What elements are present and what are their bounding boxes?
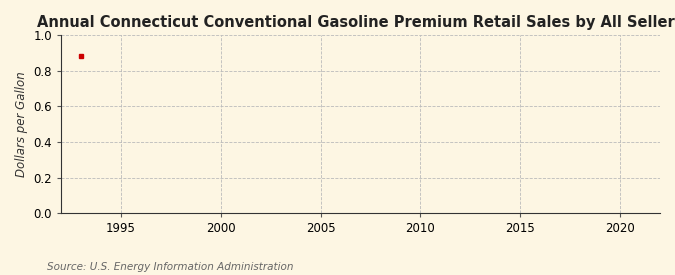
Title: Annual Connecticut Conventional Gasoline Premium Retail Sales by All Sellers: Annual Connecticut Conventional Gasoline…	[37, 15, 675, 30]
Text: Source: U.S. Energy Information Administration: Source: U.S. Energy Information Administ…	[47, 262, 294, 272]
Y-axis label: Dollars per Gallon: Dollars per Gallon	[15, 72, 28, 177]
